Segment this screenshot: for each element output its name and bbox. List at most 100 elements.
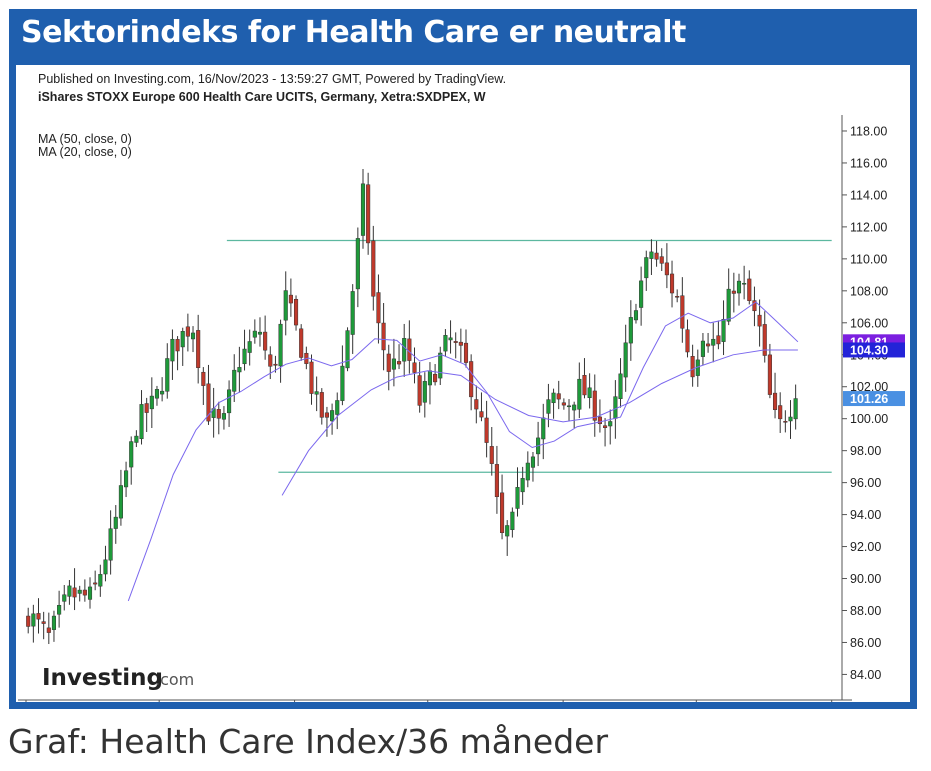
y-tick-label: 100.00 <box>850 412 888 426</box>
candle-body-up <box>566 405 572 408</box>
candle <box>41 611 46 640</box>
candle-body-down <box>752 300 757 312</box>
candle-body-down <box>201 371 206 386</box>
candle <box>190 326 196 353</box>
candle-body-up <box>31 613 36 627</box>
candle <box>546 383 551 428</box>
candle-body-up <box>227 389 232 414</box>
candle <box>237 346 242 393</box>
candle-body-up <box>505 525 510 537</box>
candle-body-down <box>767 354 772 395</box>
candle <box>484 400 489 458</box>
candle-body-up <box>742 282 747 285</box>
candle <box>680 277 685 343</box>
candle-body-down <box>659 256 664 264</box>
plot-area <box>26 168 832 645</box>
candle <box>144 397 149 432</box>
candle-body-down <box>46 627 51 633</box>
candle <box>644 250 649 291</box>
candle <box>134 430 139 448</box>
candle-body-up <box>232 369 237 392</box>
candle <box>453 332 458 359</box>
candle-body-up <box>149 395 154 410</box>
y-tick-label: 88.00 <box>850 604 881 618</box>
candle <box>726 268 731 326</box>
candle-body-down <box>690 356 695 378</box>
candle <box>510 507 515 538</box>
candle-body-down <box>731 290 736 294</box>
candle-body-up <box>129 441 134 468</box>
candle-body-up <box>237 367 242 373</box>
candle-body-up <box>180 331 185 348</box>
y-tick-label: 96.00 <box>850 476 881 490</box>
candle <box>62 585 67 611</box>
candle <box>72 568 77 611</box>
candle <box>314 376 319 412</box>
candle <box>448 320 453 354</box>
candle <box>566 399 572 422</box>
candle <box>752 286 757 327</box>
candle-body-up <box>350 291 355 335</box>
candle-body-down <box>41 621 46 624</box>
candle-body-down <box>185 326 190 337</box>
candle <box>57 590 62 628</box>
candle-body-down <box>762 324 767 356</box>
candle <box>628 300 633 361</box>
candle-body-up <box>438 352 443 379</box>
candle-body-down <box>288 294 293 304</box>
y-tick-label: 106.00 <box>850 316 888 330</box>
candle <box>309 354 314 405</box>
candle-body-down <box>582 375 587 396</box>
candle-body-up <box>711 338 716 346</box>
candle-body-up <box>87 586 93 600</box>
candle-body-up <box>118 485 123 519</box>
candle-body-down <box>469 361 474 398</box>
candle-body-down <box>716 335 721 345</box>
candle-body-up <box>98 574 103 587</box>
candle <box>747 270 752 305</box>
candle-body-up <box>113 516 118 529</box>
candle-body-down <box>273 363 278 366</box>
candle-body-up <box>330 410 335 422</box>
chart-frame: Sektorindeks for Health Care er neutralt… <box>9 9 917 709</box>
candle <box>772 372 778 419</box>
candle <box>360 168 366 249</box>
candle-body-up <box>443 335 448 352</box>
candle-body-up <box>51 615 57 630</box>
candle-body-down <box>592 390 597 421</box>
candle-body-up <box>551 392 556 404</box>
candle <box>700 333 705 366</box>
candle <box>592 374 597 437</box>
candle-body-up <box>618 373 623 399</box>
candle <box>340 345 345 406</box>
candle-body-down <box>474 399 479 410</box>
candle-body-down <box>366 184 371 244</box>
candle-body-up <box>108 528 113 561</box>
moving-average-line-1 <box>281 349 798 496</box>
watermark-suffix: .com <box>155 670 194 689</box>
candle <box>376 274 381 344</box>
candle <box>293 295 299 331</box>
candle-body-down <box>669 273 675 294</box>
candle <box>263 315 268 360</box>
candle-body-up <box>355 238 360 290</box>
candle-body-up <box>721 318 726 342</box>
candle-body-down <box>175 339 180 352</box>
candle-body-up <box>649 251 654 259</box>
candle-body-down <box>654 252 659 260</box>
candle <box>288 278 293 317</box>
candle <box>767 343 772 399</box>
candle <box>252 319 257 344</box>
candle <box>396 344 402 370</box>
candle <box>706 332 711 353</box>
candle-body-down <box>453 341 458 343</box>
candle <box>98 564 103 597</box>
candle <box>67 580 72 605</box>
candle <box>500 474 505 540</box>
y-tick-label: 84.00 <box>850 668 881 682</box>
candle-body-down <box>772 392 778 410</box>
candle-body-up <box>644 257 649 279</box>
candle <box>299 324 304 361</box>
instrument-line: iShares STOXX Europe 600 Health Care UCI… <box>38 90 486 104</box>
candle-body-down <box>324 412 329 418</box>
